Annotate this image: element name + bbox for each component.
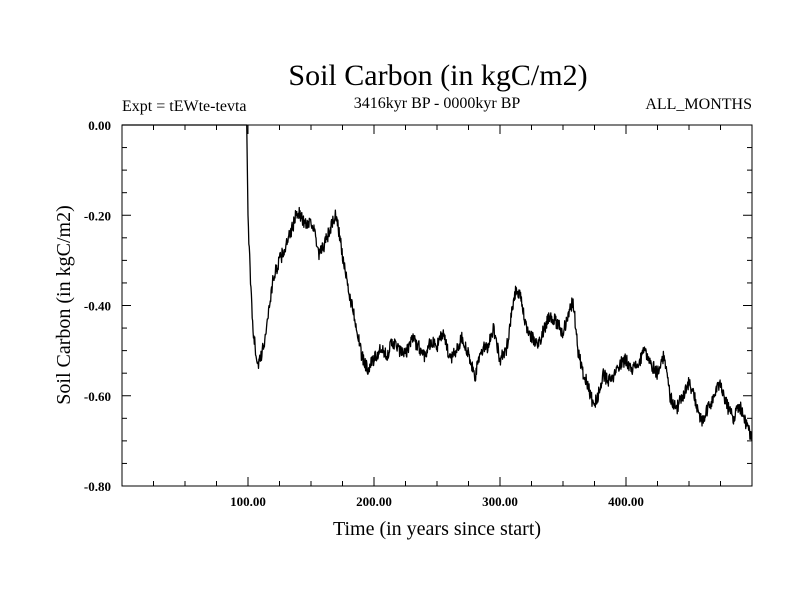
- x-tick-label: 200.00: [356, 494, 392, 509]
- series-group: [121, 124, 753, 442]
- series-line-soil-carbon: [121, 124, 753, 442]
- subtitle-time-range: 3416kyr BP - 0000kyr BP: [354, 95, 521, 112]
- y-tick-label: -0.60: [84, 389, 111, 404]
- axis-ticks: [122, 125, 752, 486]
- y-tick-label: -0.20: [84, 208, 111, 223]
- x-tick-label: 400.00: [608, 494, 644, 509]
- subtitle-months: ALL_MONTHS: [645, 96, 752, 113]
- x-axis-label: Time (in years since start): [333, 518, 541, 540]
- x-tick-label: 300.00: [482, 494, 518, 509]
- axis-tick-labels: 100.00 200.00 300.00 400.00 0.00 -0.20 -0.40 -0…: [84, 118, 644, 509]
- plot-frame: [121, 124, 753, 487]
- y-tick-label: -0.40: [84, 299, 111, 314]
- y-axis-label: Soil Carbon (in kgC/m2): [53, 205, 75, 404]
- chart-title: Soil Carbon (in kgC/m2): [288, 59, 587, 92]
- y-tick-label: 0.00: [88, 118, 111, 133]
- subtitle-experiment: Expt = tEWte-tevta: [122, 98, 247, 115]
- x-tick-label: 100.00: [230, 494, 266, 509]
- y-tick-label: -0.80: [84, 479, 111, 494]
